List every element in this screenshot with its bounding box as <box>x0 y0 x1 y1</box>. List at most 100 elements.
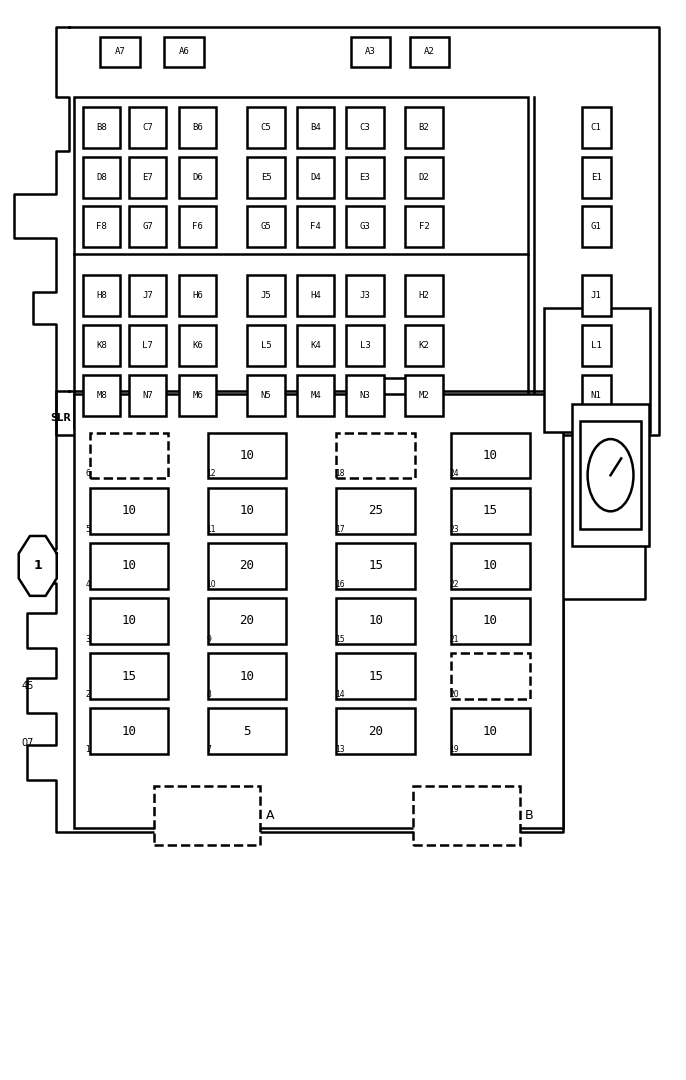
Bar <box>178 107 216 148</box>
Text: A: A <box>265 809 274 822</box>
Bar <box>346 206 384 247</box>
Bar <box>346 375 384 416</box>
Bar <box>405 375 443 416</box>
Text: L7: L7 <box>142 341 153 350</box>
Bar <box>207 598 286 644</box>
Text: SLR: SLR <box>50 414 71 423</box>
Text: 24: 24 <box>450 470 460 478</box>
Text: 45: 45 <box>21 680 34 691</box>
Text: 12: 12 <box>206 470 215 478</box>
Text: 25: 25 <box>368 504 383 517</box>
Text: K2: K2 <box>418 341 429 350</box>
Text: J7: J7 <box>142 292 153 300</box>
Text: 10: 10 <box>121 725 137 738</box>
Text: 16: 16 <box>335 580 345 589</box>
Text: 14: 14 <box>335 690 345 699</box>
Polygon shape <box>27 378 645 832</box>
Bar <box>582 375 611 416</box>
Bar <box>247 325 285 366</box>
Text: A2: A2 <box>424 48 435 56</box>
Text: 4: 4 <box>86 580 91 589</box>
Text: A6: A6 <box>178 48 189 56</box>
Bar <box>336 653 415 699</box>
Bar <box>544 308 650 432</box>
Text: 6: 6 <box>86 470 91 478</box>
Bar <box>582 157 611 198</box>
Bar <box>82 275 121 316</box>
Text: 20: 20 <box>368 725 383 738</box>
Bar <box>451 708 530 754</box>
Text: L5: L5 <box>261 341 272 350</box>
Text: A7: A7 <box>115 48 126 56</box>
Bar <box>178 206 216 247</box>
Bar <box>82 206 121 247</box>
Bar <box>582 206 611 247</box>
Bar <box>247 107 285 148</box>
Bar <box>247 375 285 416</box>
Bar <box>351 37 390 67</box>
Text: M2: M2 <box>418 391 429 400</box>
Text: 10: 10 <box>206 580 216 589</box>
Text: 10: 10 <box>368 615 383 627</box>
Bar <box>296 275 335 316</box>
Bar <box>296 325 335 366</box>
Text: 9: 9 <box>206 635 211 644</box>
Text: F6: F6 <box>192 222 203 231</box>
Text: G3: G3 <box>359 222 370 231</box>
Bar <box>82 107 121 148</box>
Text: E3: E3 <box>359 173 370 181</box>
Bar <box>451 433 530 478</box>
Bar <box>582 107 611 148</box>
Bar <box>82 325 121 366</box>
Bar <box>178 325 216 366</box>
Text: B4: B4 <box>310 123 321 132</box>
Bar <box>89 433 169 478</box>
Text: 22: 22 <box>450 580 459 589</box>
Text: 15: 15 <box>368 559 383 572</box>
Text: K8: K8 <box>96 341 107 350</box>
Text: L1: L1 <box>591 341 602 350</box>
Text: C3: C3 <box>359 123 370 132</box>
Bar <box>580 421 641 529</box>
Text: 10: 10 <box>483 559 498 572</box>
Text: E5: E5 <box>261 173 272 181</box>
Text: 20: 20 <box>239 615 255 627</box>
Bar <box>207 488 286 534</box>
Text: N5: N5 <box>261 391 272 400</box>
Text: E1: E1 <box>591 173 602 181</box>
Bar <box>336 433 415 478</box>
Bar <box>207 653 286 699</box>
Text: 15: 15 <box>335 635 345 644</box>
Text: F2: F2 <box>418 222 429 231</box>
Text: H2: H2 <box>418 292 429 300</box>
Bar <box>164 37 204 67</box>
Bar <box>129 107 166 148</box>
Bar <box>296 107 335 148</box>
Text: B8: B8 <box>96 123 107 132</box>
Bar <box>154 786 261 845</box>
Polygon shape <box>14 27 659 450</box>
Text: 10: 10 <box>483 725 498 738</box>
Bar <box>82 375 121 416</box>
Bar <box>572 404 649 546</box>
Text: K4: K4 <box>310 341 321 350</box>
Polygon shape <box>19 536 57 596</box>
Bar <box>451 488 530 534</box>
Text: 3: 3 <box>86 635 91 644</box>
Text: B: B <box>525 809 534 822</box>
Bar <box>405 157 443 198</box>
Bar <box>89 708 169 754</box>
Bar <box>100 37 140 67</box>
Bar <box>207 433 286 478</box>
Bar <box>336 708 415 754</box>
Bar <box>178 275 216 316</box>
Text: J5: J5 <box>261 292 272 300</box>
Bar <box>247 157 285 198</box>
Bar <box>405 325 443 366</box>
Text: 07: 07 <box>21 738 34 748</box>
Bar <box>129 275 166 316</box>
Text: 23: 23 <box>450 525 460 534</box>
Bar <box>451 653 530 699</box>
Text: 18: 18 <box>335 470 344 478</box>
Text: M8: M8 <box>96 391 107 400</box>
